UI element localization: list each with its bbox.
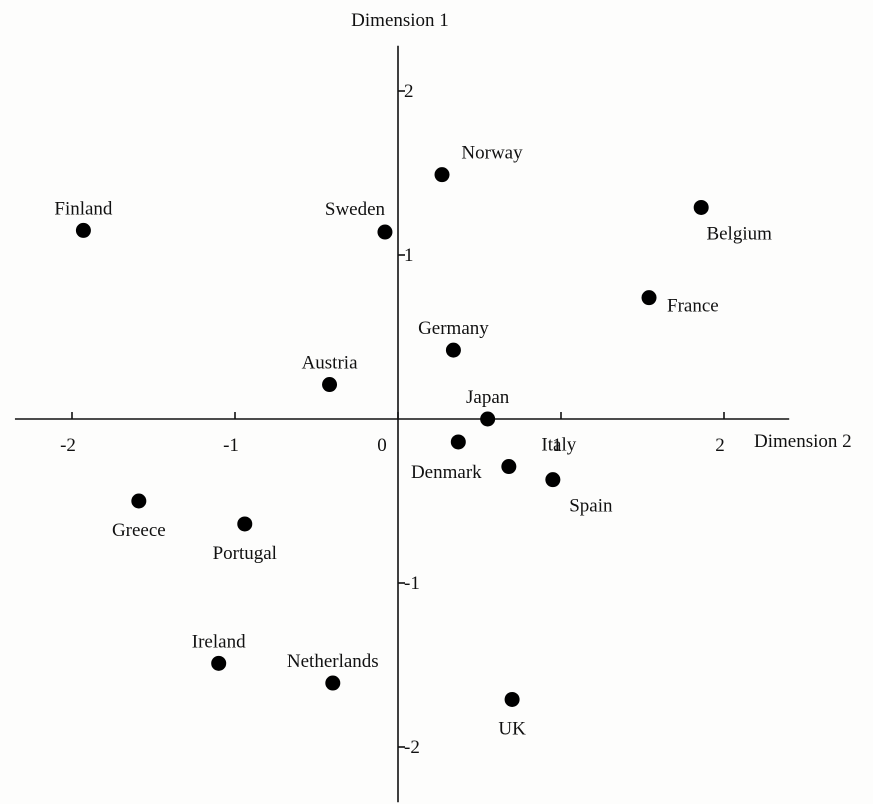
point-marker bbox=[325, 675, 341, 691]
point-label: Italy bbox=[541, 435, 576, 456]
point-marker bbox=[501, 459, 517, 475]
y-tick-label: 2 bbox=[404, 81, 414, 102]
point-label: Norway bbox=[461, 143, 523, 164]
point-label: Austria bbox=[302, 353, 359, 374]
points-layer: Finland Sweden Norway Belgium France Germany A… bbox=[54, 143, 772, 740]
point-japan: Japan bbox=[466, 387, 510, 427]
y-tick-label: 1 bbox=[404, 245, 414, 266]
x-tick-label: -2 bbox=[60, 435, 76, 456]
point-austria: Austria bbox=[302, 353, 359, 393]
point-label: Finland bbox=[54, 198, 113, 219]
point-label: UK bbox=[498, 718, 526, 739]
point-marker bbox=[131, 493, 147, 509]
point-label: Portugal bbox=[213, 543, 277, 564]
point-label: Spain bbox=[569, 496, 613, 517]
y-axis-title: Dimension 1 bbox=[351, 10, 449, 31]
y-tick-label: -1 bbox=[404, 573, 420, 594]
point-netherlands: Netherlands bbox=[287, 651, 379, 691]
x-tick-label: 2 bbox=[715, 435, 725, 456]
x-tick-label: -1 bbox=[223, 435, 239, 456]
point-denmark: Denmark bbox=[411, 434, 482, 483]
point-label: Denmark bbox=[411, 462, 482, 483]
point-marker bbox=[322, 377, 338, 393]
point-marker bbox=[545, 472, 561, 488]
point-ireland: Ireland bbox=[192, 631, 246, 671]
point-label: Netherlands bbox=[287, 651, 379, 672]
point-italy: Italy bbox=[501, 435, 577, 475]
point-marker bbox=[641, 290, 657, 306]
x-tick-label: 1 bbox=[552, 435, 562, 456]
point-spain: Spain bbox=[545, 472, 613, 517]
point-label: Ireland bbox=[192, 631, 246, 652]
point-label: Greece bbox=[112, 520, 166, 541]
point-france: France bbox=[641, 290, 719, 317]
point-marker bbox=[504, 691, 520, 707]
point-marker bbox=[450, 434, 466, 450]
point-marker bbox=[377, 224, 393, 240]
point-greece: Greece bbox=[112, 493, 166, 541]
point-germany: Germany bbox=[418, 318, 489, 358]
point-portugal: Portugal bbox=[213, 516, 277, 564]
point-marker bbox=[480, 411, 496, 427]
point-marker bbox=[75, 222, 91, 238]
point-marker bbox=[211, 655, 227, 671]
point-marker bbox=[445, 342, 461, 358]
point-label: France bbox=[667, 296, 719, 317]
point-label: Belgium bbox=[706, 223, 772, 244]
x-tick-label: 0 bbox=[377, 435, 387, 456]
y-tick-label: -2 bbox=[404, 737, 420, 758]
point-belgium: Belgium bbox=[693, 199, 772, 244]
point-marker bbox=[434, 167, 450, 183]
point-marker bbox=[237, 516, 253, 532]
point-finland: Finland bbox=[54, 198, 113, 238]
x-axis-title: Dimension 2 bbox=[754, 431, 852, 452]
point-label: Germany bbox=[418, 318, 489, 339]
point-norway: Norway bbox=[434, 143, 523, 183]
ticks-layer: -2 -1 0 1 2 2 1 -1 -2 bbox=[60, 81, 725, 758]
point-sweden: Sweden bbox=[325, 199, 393, 240]
point-label: Japan bbox=[466, 387, 510, 408]
point-marker bbox=[693, 199, 709, 215]
point-uk: UK bbox=[498, 691, 526, 739]
point-label: Sweden bbox=[325, 199, 386, 220]
